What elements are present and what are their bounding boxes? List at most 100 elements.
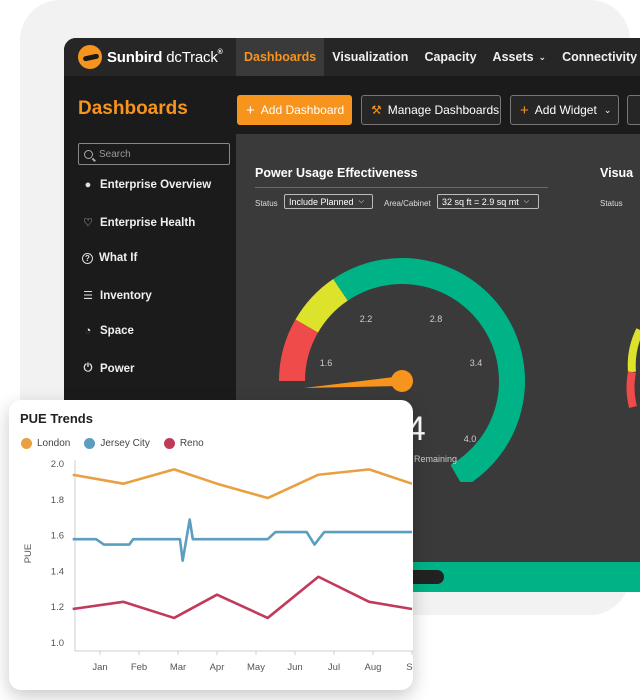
sunbird-logo[interactable]: Sunbird dcTrack®	[78, 45, 223, 69]
y-tick-label: 1.8	[51, 495, 64, 506]
sidebar-item-enterprise-health[interactable]: ♡ Enterprise Health	[82, 216, 196, 230]
search-icon	[84, 149, 93, 159]
nav-capacity[interactable]: Capacity	[416, 38, 484, 76]
sidebar-item-label: Inventory	[100, 289, 152, 302]
add-dashboard-button[interactable]: + Add Dashboard	[237, 95, 352, 125]
status-filter-label: Status	[255, 199, 278, 208]
main-menu: Dashboards Visualization Capacity Assets…	[236, 38, 640, 76]
gauge-tick: 3.4	[470, 358, 483, 368]
gauge-needle-hub	[391, 370, 413, 392]
second-status-label: Status	[600, 199, 623, 208]
gauge-arcs	[279, 258, 525, 482]
gauge-tick: 2.2	[360, 314, 373, 324]
sidebar-item-label: What If	[99, 252, 138, 264]
sidebar-item-what-if[interactable]: ? What If	[82, 252, 137, 264]
gauge-band-green	[333, 258, 525, 482]
legend-swatch	[163, 438, 175, 449]
second-widget-title: Visua	[600, 166, 634, 180]
gauge-caption: s Remaining	[407, 454, 457, 464]
nav-label: Visualization	[332, 50, 409, 64]
page-title: Dashboards	[78, 98, 188, 119]
top-navigation-bar: Sunbird dcTrack® Dashboards Visualization…	[64, 38, 640, 76]
search-input[interactable]: Search	[78, 143, 230, 165]
plus-icon: +	[246, 101, 255, 119]
second-gauge-yellow	[627, 328, 640, 373]
logo-text: Sunbird dcTrack®	[107, 49, 223, 66]
nav-label: Connectivity	[562, 50, 638, 64]
heart-pulse-icon: ♡	[83, 217, 93, 229]
sidebar-item-label: Power	[100, 362, 135, 375]
y-tick-label: 1.6	[51, 531, 64, 542]
nav-visualization[interactable]: Visualization	[324, 38, 416, 76]
x-tick-label: Jan	[92, 662, 107, 673]
plus-icon: +	[520, 101, 529, 119]
sidebar-item-label: Space	[100, 325, 134, 337]
manage-dashboards-label: Manage Dashboards	[387, 103, 500, 117]
chevron-down-icon: ⌵	[358, 197, 364, 205]
legend-item-jersey-city[interactable]: Jersey City	[84, 438, 150, 449]
x-tick-label: Se	[406, 662, 413, 673]
x-tick-label: Jul	[328, 662, 340, 673]
add-widget-button[interactable]: + Add Widget ⌄	[510, 95, 619, 125]
gauge-needle	[304, 376, 402, 388]
x-tick-label: Mar	[170, 662, 186, 673]
more-button[interactable]	[627, 95, 640, 125]
y-tick-label: 2.0	[51, 459, 64, 470]
pue-line-chart: 2.0 1.8 1.6 1.4 1.2 1.0 PUE Jan Feb Mar Apr May Jun J…	[23, 459, 413, 673]
chevron-down-icon: ⌵	[523, 197, 530, 205]
chevron-down-icon: ⌄	[538, 51, 547, 62]
gauge-tick: 1.6	[320, 358, 333, 368]
widget-divider	[255, 187, 548, 188]
pue-trends-card: PUE Trends London Jersey City Reno 2.0 1.…	[9, 400, 413, 690]
sidebar-item-space[interactable]: ◔ Space	[82, 325, 134, 337]
sidebar-item-power[interactable]: ⏻ Power	[82, 362, 135, 375]
question-icon: ?	[82, 252, 93, 264]
nav-connectivity[interactable]: Connectivity⌄	[554, 38, 640, 76]
nav-dashboards[interactable]: Dashboards	[236, 38, 325, 76]
sunbird-bird-icon	[78, 45, 102, 69]
chart-legend: London Jersey City Reno	[21, 438, 218, 449]
trends-title: PUE Trends	[20, 411, 93, 426]
legend-label: London	[37, 438, 71, 449]
nav-label: Dashboards	[244, 50, 317, 64]
area-filter-value: 32 sq ft = 2.9 sq mt	[442, 196, 519, 207]
sidebar-item-label: Enterprise Overview	[100, 179, 212, 191]
series-line-jersey-city	[72, 518, 412, 562]
series-line-london	[72, 468, 413, 500]
sidebar-item-label: Enterprise Health	[100, 216, 196, 229]
speedometer-icon: ◔	[84, 325, 92, 337]
list-icon: ☰	[83, 290, 93, 302]
status-filter-select[interactable]: Include Planned ⌵	[284, 194, 373, 209]
x-tick-label: Feb	[131, 662, 147, 673]
sidebar: Search ● Enterprise Overview ♡ Enterpris…	[64, 134, 236, 592]
y-tick-label: 1.2	[51, 602, 64, 613]
legend-item-london[interactable]: London	[21, 438, 70, 449]
second-gauge-fragment	[626, 328, 640, 408]
second-gauge-red	[626, 371, 637, 408]
product-name: dcTrack	[166, 48, 218, 66]
x-tick-label: May	[247, 662, 265, 673]
legend-item-reno[interactable]: Reno	[163, 438, 204, 449]
series-line-reno	[72, 575, 413, 620]
add-widget-label: Add Widget	[534, 103, 597, 117]
sidebar-item-enterprise-overview[interactable]: ● Enterprise Overview	[82, 179, 212, 191]
gauge-band-red	[279, 319, 319, 382]
sidebar-item-inventory[interactable]: ☰ Inventory	[82, 289, 152, 303]
gauge-tick: 2.8	[430, 314, 443, 324]
y-tick-label: 1.4	[51, 566, 64, 577]
power-icon: ⏻	[83, 362, 93, 374]
area-filter-label: Area/Cabinet	[384, 199, 431, 208]
legend-swatch	[84, 438, 96, 449]
globe-icon: ●	[84, 179, 92, 191]
x-tick-label: Apr	[210, 662, 225, 673]
gauge-band-yellow	[295, 279, 349, 333]
y-tick-label: 1.0	[51, 638, 64, 649]
chevron-down-icon: ⌄	[603, 104, 612, 115]
wrench-icon: ⚒	[371, 103, 382, 117]
nav-assets[interactable]: Assets ⌄	[485, 38, 555, 76]
legend-label: Reno	[179, 438, 204, 449]
legend-swatch	[21, 438, 32, 449]
manage-dashboards-button[interactable]: ⚒ Manage Dashboards	[361, 95, 501, 125]
widget-title: Power Usage Effectiveness	[255, 166, 418, 180]
area-filter-select[interactable]: 32 sq ft = 2.9 sq mt ⌵	[437, 194, 539, 209]
